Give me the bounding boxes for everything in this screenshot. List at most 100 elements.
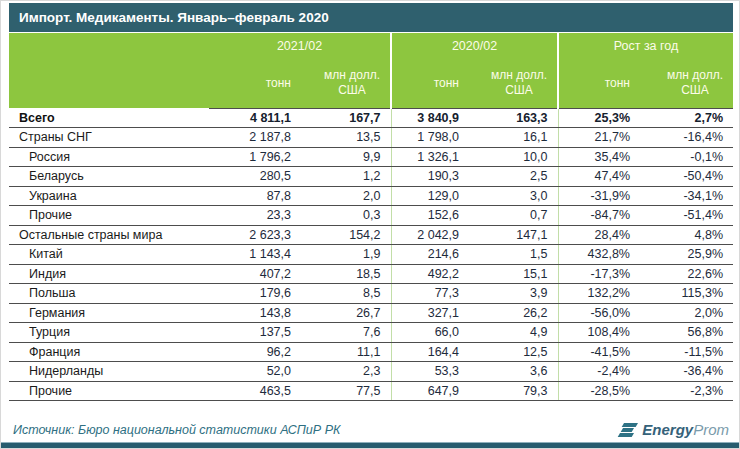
- cell-2021-usd: 7,6: [301, 323, 391, 343]
- cell-2021-tonn: 407,2: [209, 264, 301, 284]
- cell-2020-usd: 10,0: [469, 147, 558, 167]
- cell-growth-tonn: 21,7%: [558, 128, 640, 148]
- table-row: Прочие 23,3 0,3 152,6 0,7 -84,7% -51,4%: [9, 206, 733, 226]
- cell-2021-usd: 167,7: [301, 108, 391, 128]
- row-label: Индия: [9, 264, 209, 284]
- table-row: Беларусь 280,5 1,2 190,3 2,5 47,4% -50,4…: [9, 167, 733, 187]
- table-row: Польша 179,6 8,5 77,3 3,9 132,2% 115,3%: [9, 284, 733, 304]
- cell-growth-tonn: -41,5%: [558, 342, 640, 362]
- row-label: Германия: [9, 303, 209, 323]
- cell-2021-usd: 1,9: [301, 245, 391, 265]
- cell-2021-usd: 26,7: [301, 303, 391, 323]
- cell-2021-tonn: 179,6: [209, 284, 301, 304]
- cell-growth-tonn: -17,3%: [558, 264, 640, 284]
- cell-2021-tonn: 1 143,4: [209, 245, 301, 265]
- subheader-2020-tons: тонн: [391, 59, 469, 108]
- row-label: Прочие: [9, 206, 209, 226]
- cell-2021-usd: 77,5: [301, 381, 391, 401]
- cell-growth-tonn: -31,9%: [558, 186, 640, 206]
- table-row: Остальные страны мира 2 623,3 154,2 2 04…: [9, 225, 733, 245]
- energyprom-logo: EnergyProm: [619, 418, 729, 442]
- label-column-header: [9, 33, 209, 108]
- cell-2021-tonn: 143,8: [209, 303, 301, 323]
- cell-2020-tonn: 129,0: [391, 186, 469, 206]
- table-row: Всего 4 811,1 167,7 3 840,9 163,3 25,3% …: [9, 108, 733, 128]
- cell-2021-tonn: 87,8: [209, 186, 301, 206]
- cell-2020-usd: 163,3: [469, 108, 558, 128]
- cell-2021-tonn: 137,5: [209, 323, 301, 343]
- cell-2020-tonn: 3 840,9: [391, 108, 469, 128]
- cell-2020-tonn: 1 798,0: [391, 128, 469, 148]
- row-label: Беларусь: [9, 167, 209, 187]
- cell-growth-tonn: 432,8%: [558, 245, 640, 265]
- row-label: Китай: [9, 245, 209, 265]
- cell-2020-usd: 2,5: [469, 167, 558, 187]
- cell-growth-usd: 2,0%: [640, 303, 733, 323]
- cell-2020-usd: 16,1: [469, 128, 558, 148]
- subheader-growth-tons: тонн: [558, 59, 640, 108]
- row-label: Всего: [9, 108, 209, 128]
- cell-2021-usd: 13,5: [301, 128, 391, 148]
- cell-growth-tonn: 132,2%: [558, 284, 640, 304]
- cell-growth-usd: 115,3%: [640, 284, 733, 304]
- cell-2021-usd: 0,3: [301, 206, 391, 226]
- cell-2020-usd: 12,5: [469, 342, 558, 362]
- cell-growth-usd: -0,1%: [640, 147, 733, 167]
- cell-2021-usd: 154,2: [301, 225, 391, 245]
- cell-growth-usd: -34,1%: [640, 186, 733, 206]
- cell-2020-tonn: 492,2: [391, 264, 469, 284]
- cell-2021-usd: 2,3: [301, 362, 391, 382]
- cell-2020-tonn: 190,3: [391, 167, 469, 187]
- table-body: Всего 4 811,1 167,7 3 840,9 163,3 25,3% …: [9, 108, 733, 401]
- cell-2021-tonn: 280,5: [209, 167, 301, 187]
- row-label: Россия: [9, 147, 209, 167]
- row-label: Украина: [9, 186, 209, 206]
- row-label: Остальные страны мира: [9, 225, 209, 245]
- cell-growth-usd: 4,8%: [640, 225, 733, 245]
- cell-2020-usd: 3,0: [469, 186, 558, 206]
- cell-2020-tonn: 164,4: [391, 342, 469, 362]
- cell-2021-usd: 8,5: [301, 284, 391, 304]
- title-bar: Импорт. Медикаменты. Январь–февраль 2020: [9, 3, 733, 32]
- cell-2020-tonn: 2 042,9: [391, 225, 469, 245]
- cell-growth-tonn: -84,7%: [558, 206, 640, 226]
- cell-growth-tonn: -56,0%: [558, 303, 640, 323]
- cell-2021-tonn: 52,0: [209, 362, 301, 382]
- group-2021: 2021/02: [209, 33, 391, 59]
- cell-2020-usd: 26,2: [469, 303, 558, 323]
- row-label: Прочие: [9, 381, 209, 401]
- cell-2021-tonn: 23,3: [209, 206, 301, 226]
- column-group-row: 2021/02 2020/02 Рост за год: [9, 33, 733, 59]
- cell-growth-usd: -16,4%: [640, 128, 733, 148]
- table-row: Украина 87,8 2,0 129,0 3,0 -31,9% -34,1%: [9, 186, 733, 206]
- cell-2021-tonn: 463,5: [209, 381, 301, 401]
- cell-growth-tonn: 28,4%: [558, 225, 640, 245]
- table-row: Прочие 463,5 77,5 647,9 79,3 -28,5% -2,3…: [9, 381, 733, 401]
- cell-2020-tonn: 77,3: [391, 284, 469, 304]
- group-growth: Рост за год: [558, 33, 733, 59]
- table-row: Индия 407,2 18,5 492,2 15,1 -17,3% 22,6%: [9, 264, 733, 284]
- table-row: Нидерланды 52,0 2,3 53,3 3,6 -2,4% -36,4…: [9, 362, 733, 382]
- cell-2021-tonn: 4 811,1: [209, 108, 301, 128]
- cell-2020-usd: 3,9: [469, 284, 558, 304]
- cell-2020-usd: 147,1: [469, 225, 558, 245]
- table-row: Россия 1 796,2 9,9 1 326,1 10,0 35,4% -0…: [9, 147, 733, 167]
- table-row: Китай 1 143,4 1,9 214,6 1,5 432,8% 25,9%: [9, 245, 733, 265]
- cell-2020-tonn: 214,6: [391, 245, 469, 265]
- subheader-2021-usd: млн долл.США: [301, 59, 391, 108]
- cell-growth-tonn: 108,4%: [558, 323, 640, 343]
- cell-2020-usd: 0,7: [469, 206, 558, 226]
- table-row: Турция 137,5 7,6 66,0 4,9 108,4% 56,8%: [9, 323, 733, 343]
- cell-2020-usd: 3,6: [469, 362, 558, 382]
- cell-growth-tonn: 25,3%: [558, 108, 640, 128]
- cell-2021-usd: 9,9: [301, 147, 391, 167]
- table-row: Франция 96,2 11,1 164,4 12,5 -41,5% -11,…: [9, 342, 733, 362]
- row-label: Страны СНГ: [9, 128, 209, 148]
- cell-2021-tonn: 2 187,8: [209, 128, 301, 148]
- cell-growth-usd: -2,3%: [640, 381, 733, 401]
- table-row: Страны СНГ 2 187,8 13,5 1 798,0 16,1 21,…: [9, 128, 733, 148]
- cell-growth-tonn: 47,4%: [558, 167, 640, 187]
- subheader-2021-tons: тонн: [209, 59, 301, 108]
- cell-2021-tonn: 1 796,2: [209, 147, 301, 167]
- bottom-accent-bar: [1, 442, 739, 448]
